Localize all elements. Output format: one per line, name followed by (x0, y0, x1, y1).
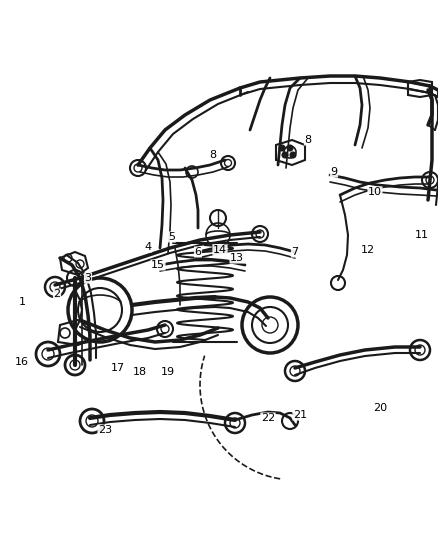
Text: 18: 18 (133, 367, 147, 377)
Text: 6: 6 (194, 247, 201, 257)
Text: 15: 15 (151, 260, 165, 270)
Text: 9: 9 (330, 167, 338, 177)
Text: 23: 23 (98, 425, 112, 435)
Circle shape (279, 145, 285, 151)
Circle shape (290, 152, 296, 158)
Text: 19: 19 (161, 367, 175, 377)
Circle shape (287, 145, 293, 151)
Text: 10: 10 (368, 187, 382, 197)
Text: 16: 16 (15, 357, 29, 367)
Text: 7: 7 (291, 247, 299, 257)
Text: 22: 22 (261, 413, 275, 423)
Text: 8: 8 (209, 150, 216, 160)
Text: 17: 17 (111, 363, 125, 373)
Circle shape (282, 152, 288, 158)
Text: 5: 5 (169, 232, 176, 242)
Text: 4: 4 (145, 242, 152, 252)
Text: 12: 12 (361, 245, 375, 255)
Text: 3: 3 (85, 273, 92, 283)
Text: 2: 2 (53, 289, 60, 299)
Text: 8: 8 (304, 135, 311, 145)
Text: 14: 14 (213, 245, 227, 255)
Text: 21: 21 (293, 410, 307, 420)
Text: 13: 13 (230, 253, 244, 263)
Text: 20: 20 (373, 403, 387, 413)
Text: 11: 11 (415, 230, 429, 240)
Text: 1: 1 (18, 297, 25, 307)
